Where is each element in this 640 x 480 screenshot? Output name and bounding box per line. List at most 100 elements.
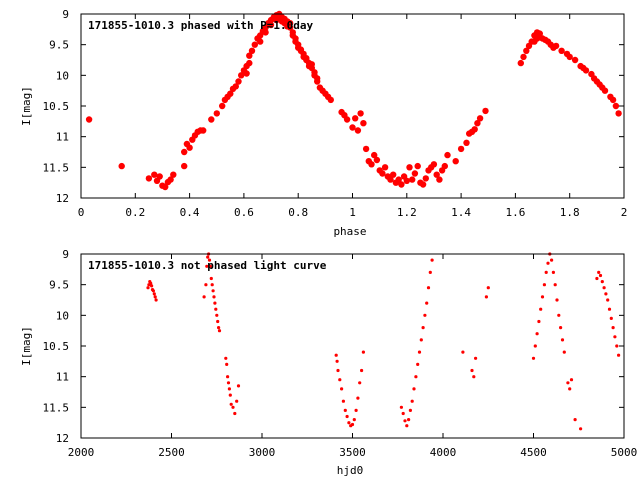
unphased-data-point: [407, 418, 411, 422]
unphased-data-point: [399, 405, 403, 409]
unphased-data-point: [557, 313, 561, 317]
phased-data-point: [457, 145, 465, 153]
phased-data-point: [474, 120, 481, 127]
unphased-data-point: [539, 307, 543, 311]
phased-data-point: [409, 176, 416, 183]
phased-data-point: [286, 24, 294, 31]
unphased-data-point: [217, 329, 222, 333]
unphased-data-point: [615, 344, 619, 348]
phased-data-point: [523, 47, 530, 54]
unphased-data-point: [546, 261, 550, 265]
unphased-data-point: [209, 276, 213, 281]
unphased-data-point: [341, 399, 345, 403]
phased-data-point: [615, 110, 622, 117]
phased-data-point: [267, 21, 275, 29]
unphased-data-point: [553, 283, 557, 287]
unphased-data-point: [421, 326, 425, 330]
phased-data-point: [167, 176, 174, 183]
phased-data-point: [145, 175, 153, 182]
unphased-data-point: [535, 332, 539, 336]
unphased-data-point: [345, 414, 349, 419]
unphased-data-point: [334, 353, 338, 357]
unphased-data-point: [569, 378, 574, 382]
unphased-data-point: [224, 356, 228, 360]
phased-chart-title: 171855-1010.3 phased with P=1.0day: [88, 19, 314, 32]
unphased-x-tick-label: 5000: [611, 446, 638, 459]
phased-data-point: [406, 164, 413, 171]
unphased-data-points: [146, 252, 621, 431]
unphased-data-point: [401, 411, 405, 416]
phased-data-point: [558, 47, 565, 54]
unphased-data-point: [551, 270, 556, 274]
phased-data-point: [452, 158, 459, 165]
phased-data-point: [371, 151, 378, 159]
unphased-data-point: [208, 264, 212, 268]
phased-x-tick-label: 0: [78, 206, 85, 219]
phased-data-point: [243, 70, 250, 77]
unphased-y-tick-label: 9.5: [49, 279, 69, 292]
phased-data-point: [208, 116, 215, 123]
phased-x-tick-label: 2: [621, 206, 628, 219]
unphased-data-point: [361, 350, 365, 354]
phased-data-point: [186, 144, 193, 151]
phased-data-point: [476, 115, 484, 122]
phased-data-point: [433, 171, 440, 178]
phased-data-point: [156, 173, 163, 180]
unphased-data-point: [414, 375, 418, 379]
unphased-data-point: [579, 427, 583, 431]
phased-data-point: [257, 38, 264, 45]
phased-data-point: [436, 176, 443, 183]
unphased-data-point: [204, 283, 208, 287]
phased-data-point: [85, 116, 93, 123]
unphased-data-point: [146, 286, 150, 290]
unphased-x-tick-label: 4000: [430, 446, 457, 459]
phased-y-tick-label: 9.5: [49, 39, 69, 52]
unphased-data-point: [206, 255, 210, 259]
unphased-data-point: [360, 368, 364, 373]
phased-x-tick-label: 0.8: [288, 206, 308, 219]
unphased-data-point: [611, 326, 615, 330]
unphased-data-point: [602, 286, 606, 290]
phased-x-tick-label: 0.2: [125, 206, 145, 219]
unphased-data-point: [338, 378, 342, 382]
unphased-x-tick-label: 3000: [249, 446, 276, 459]
phased-data-point: [379, 170, 386, 177]
unphased-data-point: [609, 316, 613, 320]
phased-data-point: [246, 59, 253, 67]
unphased-data-point: [562, 350, 566, 354]
unphased-x-tick-label: 2500: [158, 446, 185, 459]
unphased-x-tick-label: 3500: [339, 446, 366, 459]
unphased-data-point: [403, 419, 407, 423]
phased-data-point: [381, 164, 389, 171]
unphased-data-point: [598, 273, 603, 278]
phased-data-point: [151, 171, 158, 178]
unphased-data-point: [340, 387, 344, 391]
phased-data-point: [352, 115, 359, 122]
unphased-data-point: [426, 286, 431, 290]
unphased-data-point: [347, 421, 351, 425]
phased-data-point: [181, 148, 188, 156]
phased-data-point: [368, 161, 375, 168]
unphased-y-ticks: 9 9.5 10 10.5 11 11.5 12: [43, 248, 624, 445]
unphased-data-point: [227, 387, 231, 391]
phased-light-curve-panel: 0 0.2 0.4 0.6 0.8 1 1.2 1.4 1.6 1.8 2 9 9.5 10 10.5 11…: [20, 8, 627, 238]
unphased-data-point: [531, 356, 536, 360]
phased-data-point: [552, 42, 560, 50]
unphased-data-point: [149, 281, 153, 285]
phased-data-point: [327, 96, 334, 104]
unphased-data-point: [428, 270, 432, 274]
unphased-data-point: [566, 381, 570, 385]
phased-x-tick-label: 1.8: [560, 206, 580, 219]
unphased-data-point: [537, 319, 541, 324]
phased-data-point: [414, 162, 421, 170]
unphased-data-point: [228, 393, 232, 397]
unphased-data-point: [417, 350, 422, 354]
phased-data-point: [343, 116, 351, 123]
phased-data-point: [362, 145, 370, 153]
phased-y-tick-label: 10.5: [43, 100, 70, 113]
phased-data-point: [422, 175, 429, 182]
phased-data-point: [373, 156, 381, 164]
phased-y-tick-label: 11: [56, 131, 69, 144]
unphased-data-point: [533, 344, 537, 348]
